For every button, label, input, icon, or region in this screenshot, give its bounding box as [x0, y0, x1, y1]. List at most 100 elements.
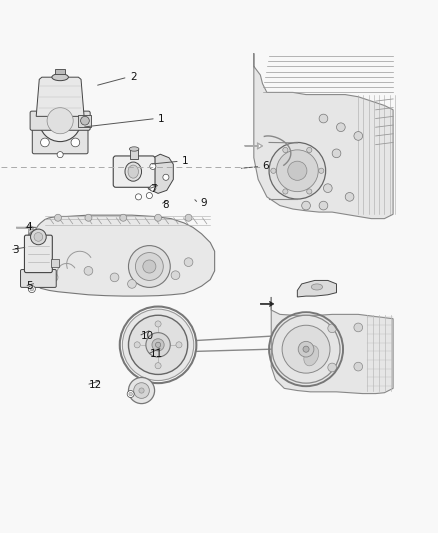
Polygon shape [28, 215, 215, 296]
Circle shape [128, 246, 170, 287]
Bar [130, 149, 138, 158]
Circle shape [139, 388, 144, 393]
Circle shape [31, 229, 46, 245]
Polygon shape [260, 301, 274, 306]
Text: 1: 1 [182, 156, 189, 166]
Circle shape [84, 266, 93, 275]
Circle shape [323, 184, 332, 192]
Circle shape [39, 100, 81, 142]
Ellipse shape [129, 147, 139, 151]
Circle shape [332, 149, 341, 158]
Circle shape [176, 342, 182, 348]
Circle shape [155, 321, 161, 327]
Text: 2: 2 [130, 72, 136, 82]
Circle shape [152, 339, 164, 351]
Ellipse shape [311, 284, 322, 290]
Circle shape [155, 214, 162, 221]
Circle shape [120, 214, 127, 221]
Bar [55, 69, 65, 74]
Circle shape [135, 194, 141, 200]
Circle shape [269, 142, 325, 199]
Polygon shape [254, 53, 393, 219]
Circle shape [146, 192, 152, 199]
Circle shape [185, 214, 192, 221]
Circle shape [150, 163, 156, 169]
Circle shape [155, 342, 161, 348]
Circle shape [171, 271, 180, 279]
Circle shape [336, 123, 345, 132]
Circle shape [128, 315, 187, 375]
FancyBboxPatch shape [30, 111, 90, 130]
Text: 8: 8 [162, 200, 169, 209]
Text: 6: 6 [262, 161, 269, 172]
Circle shape [127, 391, 134, 398]
Bar [50, 259, 59, 266]
Circle shape [271, 168, 276, 173]
Circle shape [163, 174, 169, 180]
Circle shape [155, 362, 161, 369]
FancyBboxPatch shape [113, 156, 155, 187]
Circle shape [143, 260, 156, 273]
Circle shape [354, 323, 363, 332]
Circle shape [110, 273, 119, 282]
Circle shape [85, 214, 92, 221]
Circle shape [282, 325, 330, 373]
Circle shape [54, 214, 61, 221]
FancyBboxPatch shape [32, 127, 88, 154]
Circle shape [28, 286, 35, 293]
Circle shape [272, 315, 340, 383]
Text: 5: 5 [27, 281, 33, 291]
Ellipse shape [128, 165, 138, 178]
Circle shape [288, 161, 307, 180]
Circle shape [134, 383, 149, 398]
Bar [28, 229, 39, 237]
Text: 10: 10 [141, 331, 154, 341]
Circle shape [276, 150, 318, 192]
Circle shape [302, 201, 311, 210]
Circle shape [354, 362, 363, 371]
Circle shape [319, 201, 328, 210]
Circle shape [30, 287, 34, 291]
Polygon shape [36, 77, 84, 116]
Circle shape [298, 341, 314, 357]
Circle shape [34, 232, 43, 241]
Circle shape [57, 151, 63, 158]
Circle shape [328, 363, 336, 372]
Text: 4: 4 [25, 222, 32, 232]
Circle shape [307, 148, 312, 152]
Text: 3: 3 [12, 245, 19, 255]
Circle shape [122, 309, 194, 381]
Polygon shape [271, 297, 393, 393]
Circle shape [146, 333, 170, 357]
Circle shape [319, 114, 328, 123]
Polygon shape [297, 280, 336, 297]
Bar [78, 115, 92, 127]
Circle shape [354, 132, 363, 140]
Circle shape [184, 258, 193, 266]
Polygon shape [245, 143, 262, 149]
Polygon shape [145, 154, 173, 193]
FancyBboxPatch shape [25, 235, 52, 272]
Circle shape [128, 377, 155, 403]
Circle shape [47, 108, 73, 134]
FancyBboxPatch shape [21, 270, 56, 287]
Text: 9: 9 [201, 198, 207, 208]
Circle shape [150, 185, 156, 191]
Circle shape [307, 189, 312, 194]
Circle shape [81, 116, 89, 125]
Ellipse shape [125, 162, 141, 181]
Circle shape [71, 138, 80, 147]
Text: 1: 1 [158, 114, 165, 124]
Circle shape [319, 168, 324, 173]
Circle shape [303, 346, 309, 352]
Circle shape [127, 279, 136, 288]
Polygon shape [17, 225, 34, 231]
Circle shape [49, 273, 58, 282]
Circle shape [41, 138, 49, 147]
Ellipse shape [52, 74, 68, 80]
Text: 11: 11 [149, 350, 162, 359]
Ellipse shape [304, 345, 319, 366]
Circle shape [135, 253, 163, 280]
Circle shape [345, 192, 354, 201]
Circle shape [283, 189, 288, 194]
